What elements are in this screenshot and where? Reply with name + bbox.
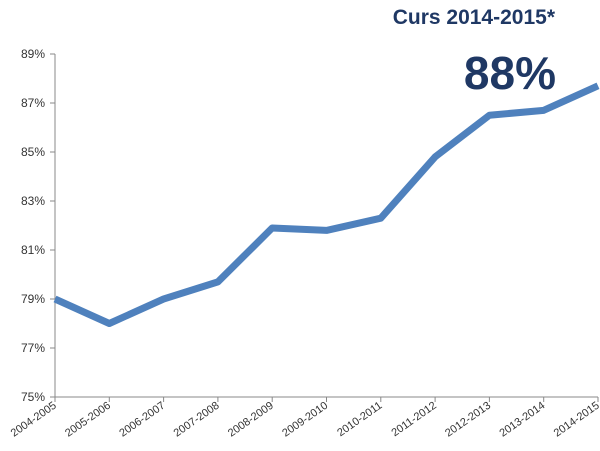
x-tick-label: 2014-2015 [552, 400, 600, 440]
x-tick-label: 2008-2009 [226, 400, 276, 440]
x-tick-label: 2013-2014 [497, 400, 547, 440]
y-tick-label: 75% [21, 390, 45, 404]
x-tick-label: 2012-2013 [443, 400, 493, 440]
x-tick-label: 2011-2012 [390, 400, 439, 440]
y-tick-label: 77% [21, 341, 45, 355]
x-tick-label: 2004-2005 [9, 400, 59, 440]
y-tick-label: 89% [21, 47, 45, 61]
data-line [53, 82, 600, 327]
annotation: Curs 2014-2015* [393, 6, 556, 29]
y-tick-label: 83% [21, 194, 45, 208]
x-tick-label: 2009-2010 [280, 400, 330, 440]
x-tick-label: 2005-2006 [63, 400, 113, 440]
y-tick-label: 87% [21, 96, 45, 110]
x-tick-label: 2006-2007 [117, 400, 167, 440]
highlight: 88% [464, 47, 556, 99]
y-tick-label: 81% [21, 243, 45, 257]
x-tick-label: 2007-2008 [172, 400, 222, 440]
y-tick-label: 85% [21, 145, 45, 159]
y-tick-label: 79% [21, 292, 45, 306]
x-tick-label: 2010-2011 [335, 400, 384, 440]
